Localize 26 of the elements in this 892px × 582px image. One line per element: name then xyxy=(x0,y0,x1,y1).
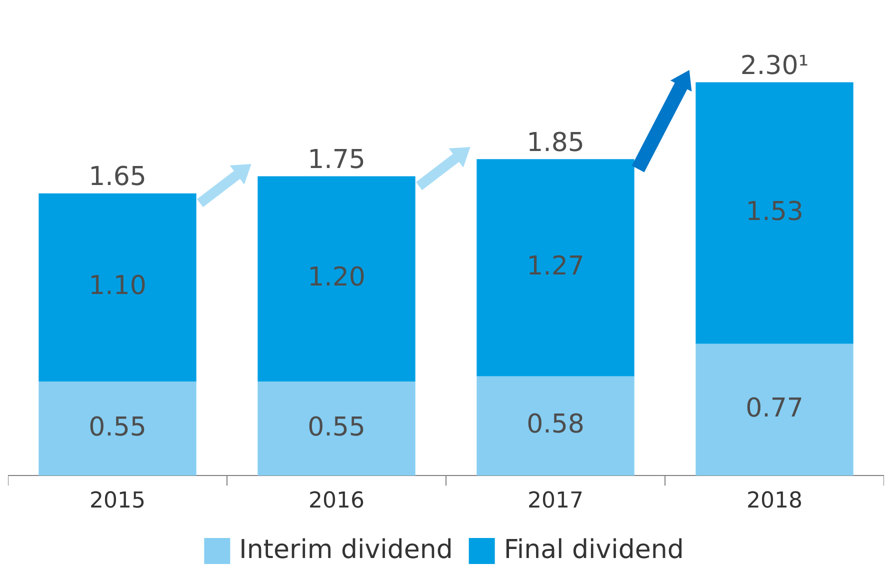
bar xyxy=(258,382,416,476)
bar xyxy=(696,344,854,476)
data-label: 1.27 xyxy=(526,252,584,282)
bar xyxy=(38,382,196,476)
data-label: 0.58 xyxy=(526,410,584,440)
x-tick-label: 2018 xyxy=(746,488,802,514)
x-tick-label: 2016 xyxy=(308,488,364,514)
legend-label: Interim dividend xyxy=(239,534,453,565)
bar xyxy=(696,82,854,344)
total-label: 1.65 xyxy=(88,162,146,192)
legend-label: Final dividend xyxy=(504,534,684,565)
bar xyxy=(476,159,634,376)
x-tick-label: 2015 xyxy=(90,488,146,514)
total-label: 1.75 xyxy=(308,145,366,176)
x-tick-label: 2017 xyxy=(528,488,584,514)
total-label: 2.30¹ xyxy=(740,50,809,81)
bar xyxy=(476,376,634,476)
data-label: 1.10 xyxy=(88,271,146,302)
data-label: 0.55 xyxy=(308,412,366,442)
bar xyxy=(258,176,416,382)
bar xyxy=(38,193,196,382)
data-label: 0.77 xyxy=(746,394,804,424)
total-label: 1.85 xyxy=(526,128,584,158)
data-label: 0.55 xyxy=(88,412,146,442)
data-label: 1.53 xyxy=(746,196,804,227)
data-label: 1.20 xyxy=(308,262,366,293)
